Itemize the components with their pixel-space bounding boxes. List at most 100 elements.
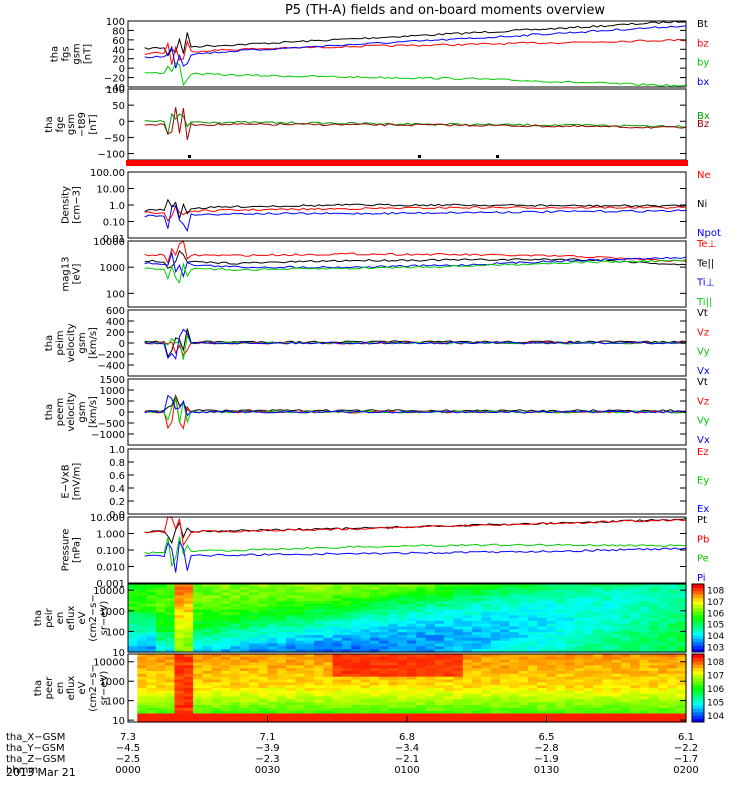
spectrogram-cell (202, 606, 213, 611)
spectrogram-cell (425, 673, 436, 678)
spectrogram-cell (444, 640, 455, 645)
spectrogram-cell (555, 707, 566, 712)
spectrogram-cell (518, 626, 529, 630)
spectrogram-cell (537, 609, 548, 613)
spectrogram-cell (658, 702, 668, 706)
spectrogram-cell (183, 603, 194, 608)
spectrogram-cell (211, 716, 222, 720)
y-tick-label: 100 (106, 627, 125, 638)
spectrogram-cell (416, 584, 427, 588)
spectrogram-cell (648, 665, 659, 669)
spectrogram-cell (351, 646, 362, 650)
spectrogram-cell (425, 659, 436, 664)
spectrogram-cell (155, 584, 166, 588)
spectrogram-cell (546, 606, 557, 611)
spectrogram-cell (630, 632, 641, 636)
spectrogram-cell (258, 668, 269, 672)
spectrogram-cell (258, 612, 269, 616)
y-tick-label: 500 (106, 397, 125, 408)
spectrogram-cell (518, 656, 529, 661)
spectrogram-cell (593, 654, 603, 658)
spectrogram-cell (369, 702, 380, 706)
spectrogram-cell (602, 676, 613, 681)
spectrogram-cell (462, 688, 473, 692)
spectrogram-cell (630, 589, 641, 594)
spectrogram-cell (388, 671, 399, 675)
spectrogram-cell (183, 696, 194, 700)
spectrogram-cell (267, 662, 278, 666)
spectrogram-cell (407, 598, 417, 602)
spectrogram-cell (630, 637, 641, 642)
spectrogram-cell (667, 665, 678, 669)
spectrogram-cell (462, 693, 473, 698)
spectrogram-cell (555, 654, 566, 658)
spectrogram-cell (407, 690, 417, 695)
spectrogram-cell (248, 637, 259, 642)
spectrogram-cell (146, 699, 157, 703)
spectrogram-cell (146, 690, 157, 695)
spectrogram-cell (351, 702, 362, 706)
spectrogram-cell (648, 584, 659, 588)
spectrogram-cell (286, 635, 296, 639)
spectrogram-cell (500, 659, 510, 664)
spectrogram-cell (388, 662, 399, 666)
spectrogram-cell (202, 592, 213, 596)
spectrogram-cell (146, 649, 157, 653)
spectrogram-cell (630, 693, 641, 698)
spectrogram-cell (193, 716, 203, 720)
spectrogram-cell (146, 682, 157, 686)
spectrogram-cell (546, 710, 557, 715)
spectrogram-cell (676, 665, 687, 669)
spectrogram-cell (658, 649, 668, 653)
spectrogram-cell (304, 707, 315, 712)
spectrogram-cell (314, 710, 324, 715)
spectrogram-cell (453, 606, 464, 611)
spectrogram-cell (602, 623, 613, 628)
y-tick-label: 1000 (100, 386, 125, 397)
spectrogram-cell (667, 696, 678, 700)
spectrogram-cell (425, 637, 436, 642)
spectrogram-cell (620, 659, 631, 664)
y-tick-label: −40 (104, 83, 125, 94)
spectrogram-cell (648, 626, 659, 630)
spectrogram-cell (388, 643, 399, 647)
spectrogram-cell (407, 612, 417, 616)
spectrogram-cell (630, 618, 641, 622)
spectrogram-cell (453, 586, 464, 591)
spectrogram-cell (360, 606, 371, 611)
spectrogram-cell (462, 662, 473, 666)
spectrogram-cell (155, 606, 166, 611)
spectrogram-cell (341, 710, 352, 715)
spectrogram-cell (444, 682, 455, 686)
spectrogram-cell (565, 676, 575, 681)
spectrogram-cell (314, 673, 324, 678)
spectrogram-cell (434, 637, 445, 642)
spectrogram-cell (481, 656, 492, 661)
spectrogram-cell (295, 719, 306, 723)
y-tick-label: −100 (98, 150, 125, 161)
spectrogram-cell (620, 665, 631, 669)
spectrogram-cell (230, 690, 241, 695)
spectrogram-cell (602, 679, 613, 683)
y-tick-label: 10.00 (96, 185, 125, 196)
spectrogram-cell (388, 693, 399, 698)
spectrogram-cell (174, 595, 185, 599)
spectrogram-cell (658, 688, 668, 692)
spectrogram-cell (193, 719, 203, 723)
spectrogram-cell (146, 659, 157, 664)
spectrogram-cell (639, 635, 650, 639)
spectrogram-cell (304, 656, 315, 661)
spectrogram-cell (583, 693, 594, 698)
spectrogram-cell (146, 586, 157, 591)
spectrogram-cell (221, 707, 231, 712)
spectrogram-cell (388, 592, 399, 596)
y-tick-label: 0.010 (96, 563, 125, 574)
spectrogram-cell (314, 676, 324, 681)
spectrogram-cell (369, 649, 380, 653)
spectrogram-cell (490, 662, 501, 666)
spectrogram-cell (527, 716, 538, 720)
spectrogram-cell (574, 586, 585, 591)
spectrogram-cell (425, 640, 436, 645)
spectrogram-cell (155, 690, 166, 695)
spectrogram-cell (183, 635, 194, 639)
